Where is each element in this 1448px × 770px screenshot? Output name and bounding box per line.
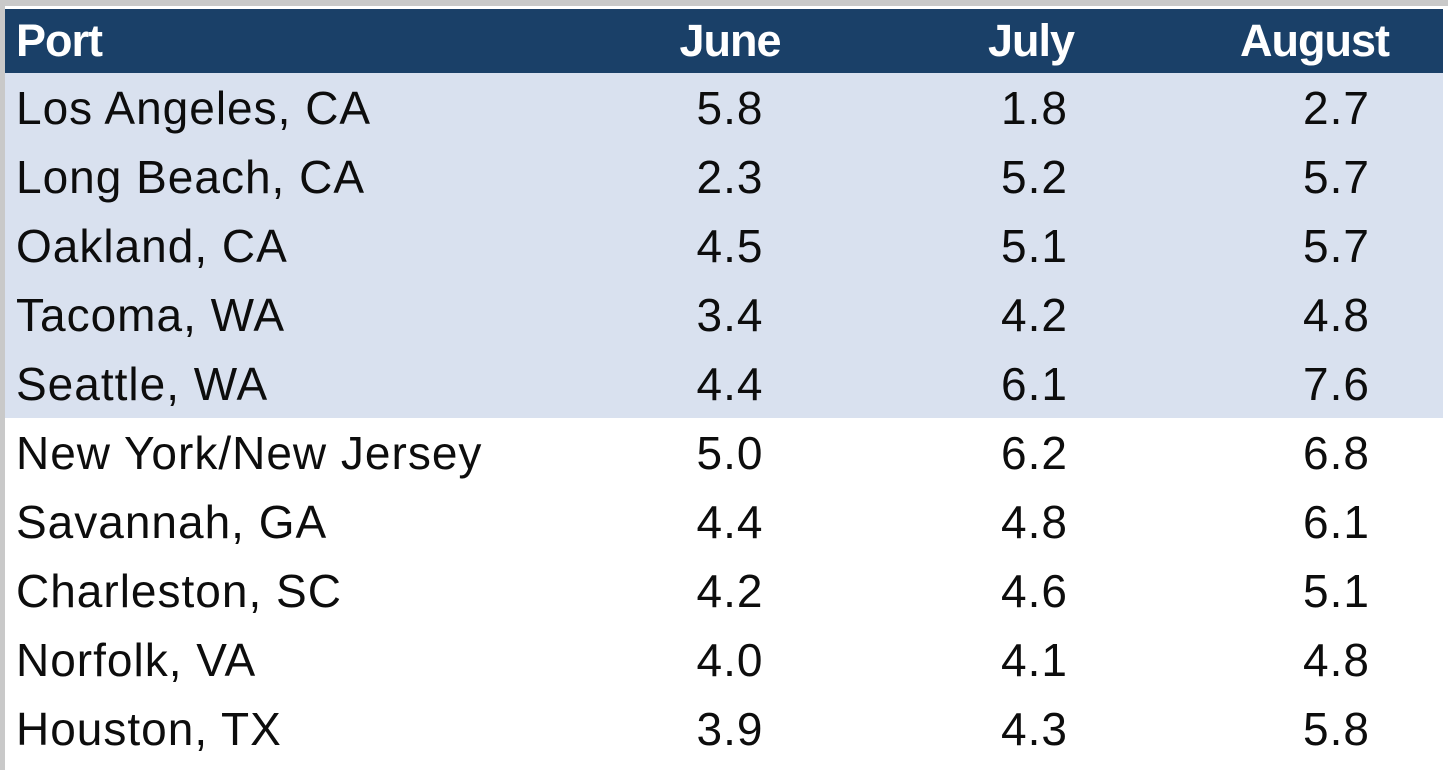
june-value-cell: 4.5 xyxy=(660,211,800,280)
july-value: 4.8 xyxy=(1001,495,1068,548)
july-value-cell: 6.1 xyxy=(800,349,1265,418)
august-value-cell: 5.1 xyxy=(1265,556,1443,625)
august-value-cell: 6.1 xyxy=(1265,487,1443,556)
port-name-cell: Los Angeles, CA xyxy=(5,73,660,142)
august-value: 2.7 xyxy=(1303,81,1370,134)
port-name-cell: Tacoma, WA xyxy=(5,280,660,349)
port-name-cell: Long Beach, CA xyxy=(5,142,660,211)
header-row: Port June July August xyxy=(5,9,1443,73)
august-value-cell: 7.6 xyxy=(1265,349,1443,418)
july-value: 5.1 xyxy=(1001,219,1068,272)
port-name-cell: Charleston, SC xyxy=(5,556,660,625)
port-name-cell: Oakland, CA xyxy=(5,211,660,280)
august-value-cell: 6.8 xyxy=(1265,418,1443,487)
august-value-cell: 5.7 xyxy=(1265,211,1443,280)
july-value: 4.2 xyxy=(1001,288,1068,341)
july-value-cell: 4.2 xyxy=(800,280,1265,349)
august-value: 5.1 xyxy=(1303,564,1370,617)
port-name-cell: Seattle, WA xyxy=(5,349,660,418)
table-row: Los Angeles, CA 5.8 1.8 2.7 xyxy=(5,73,1443,142)
table-row: Savannah, GA 4.4 4.8 6.1 xyxy=(5,487,1443,556)
column-header-july-label: July xyxy=(988,15,1075,66)
table-row: New York/New Jersey 5.0 6.2 6.8 xyxy=(5,418,1443,487)
july-value: 5.2 xyxy=(1001,150,1068,203)
july-value-cell: 6.2 xyxy=(800,418,1265,487)
june-value-cell: 2.3 xyxy=(660,142,800,211)
table-row: Seattle, WA 4.4 6.1 7.6 xyxy=(5,349,1443,418)
july-value: 6.1 xyxy=(1001,357,1068,410)
august-value-cell: 5.8 xyxy=(1265,694,1443,763)
table-row: Oakland, CA 4.5 5.1 5.7 xyxy=(5,211,1443,280)
july-value-cell: 4.1 xyxy=(800,625,1265,694)
july-value-cell: 4.3 xyxy=(800,694,1265,763)
august-value: 4.8 xyxy=(1303,633,1370,686)
july-value: 1.8 xyxy=(1001,81,1068,134)
july-value-cell: 4.6 xyxy=(800,556,1265,625)
august-value-cell: 2.7 xyxy=(1265,73,1443,142)
august-value-cell: 5.7 xyxy=(1265,142,1443,211)
july-value-cell: 1.8 xyxy=(800,73,1265,142)
august-value: 6.8 xyxy=(1303,426,1370,479)
column-header-august: August xyxy=(1240,9,1443,73)
column-header-port: Port xyxy=(5,9,660,73)
august-value-cell: 4.8 xyxy=(1265,280,1443,349)
june-value-cell: 3.4 xyxy=(660,280,800,349)
august-value: 7.6 xyxy=(1303,357,1370,410)
table-row: Charleston, SC 4.2 4.6 5.1 xyxy=(5,556,1443,625)
june-value-cell: 5.0 xyxy=(660,418,800,487)
june-value-cell: 3.9 xyxy=(660,694,800,763)
table-row: Long Beach, CA 2.3 5.2 5.7 xyxy=(5,142,1443,211)
july-value-cell: 5.2 xyxy=(800,142,1265,211)
july-value-cell: 5.1 xyxy=(800,211,1265,280)
august-value: 6.1 xyxy=(1303,495,1370,548)
june-value-cell: 4.4 xyxy=(660,487,800,556)
column-header-july: July xyxy=(800,9,1265,73)
july-value-cell: 4.8 xyxy=(800,487,1265,556)
port-name-cell: New York/New Jersey xyxy=(5,418,660,487)
august-value: 5.7 xyxy=(1303,219,1370,272)
table-body: Los Angeles, CA 5.8 1.8 2.7 Long Beach, CA 2.… xyxy=(5,73,1443,763)
july-value: 4.3 xyxy=(1001,702,1068,755)
june-value-cell: 4.0 xyxy=(660,625,800,694)
august-value: 4.8 xyxy=(1303,288,1370,341)
column-header-august-label: August xyxy=(1240,15,1390,66)
table-header: Port June July August xyxy=(5,9,1443,73)
port-name-cell: Norfolk, VA xyxy=(5,625,660,694)
july-value: 4.6 xyxy=(1001,564,1068,617)
august-value: 5.7 xyxy=(1303,150,1370,203)
july-value: 6.2 xyxy=(1001,426,1068,479)
port-name-cell: Houston, TX xyxy=(5,694,660,763)
june-value-cell: 5.8 xyxy=(660,73,800,142)
table-row: Tacoma, WA 3.4 4.2 4.8 xyxy=(5,280,1443,349)
port-table: Port June July August Los Angeles, CA 5.8… xyxy=(5,9,1443,763)
column-header-june: June xyxy=(660,9,800,73)
june-value-cell: 4.4 xyxy=(660,349,800,418)
july-value: 4.1 xyxy=(1001,633,1068,686)
port-name-cell: Savannah, GA xyxy=(5,487,660,556)
table-row: Houston, TX 3.9 4.3 5.8 xyxy=(5,694,1443,763)
august-value: 5.8 xyxy=(1303,702,1370,755)
table-row: Norfolk, VA 4.0 4.1 4.8 xyxy=(5,625,1443,694)
june-value-cell: 4.2 xyxy=(660,556,800,625)
august-value-cell: 4.8 xyxy=(1265,625,1443,694)
